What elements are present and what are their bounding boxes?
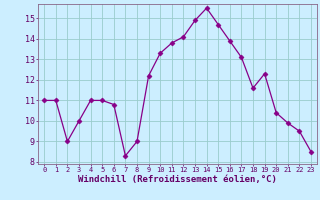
X-axis label: Windchill (Refroidissement éolien,°C): Windchill (Refroidissement éolien,°C) (78, 175, 277, 184)
